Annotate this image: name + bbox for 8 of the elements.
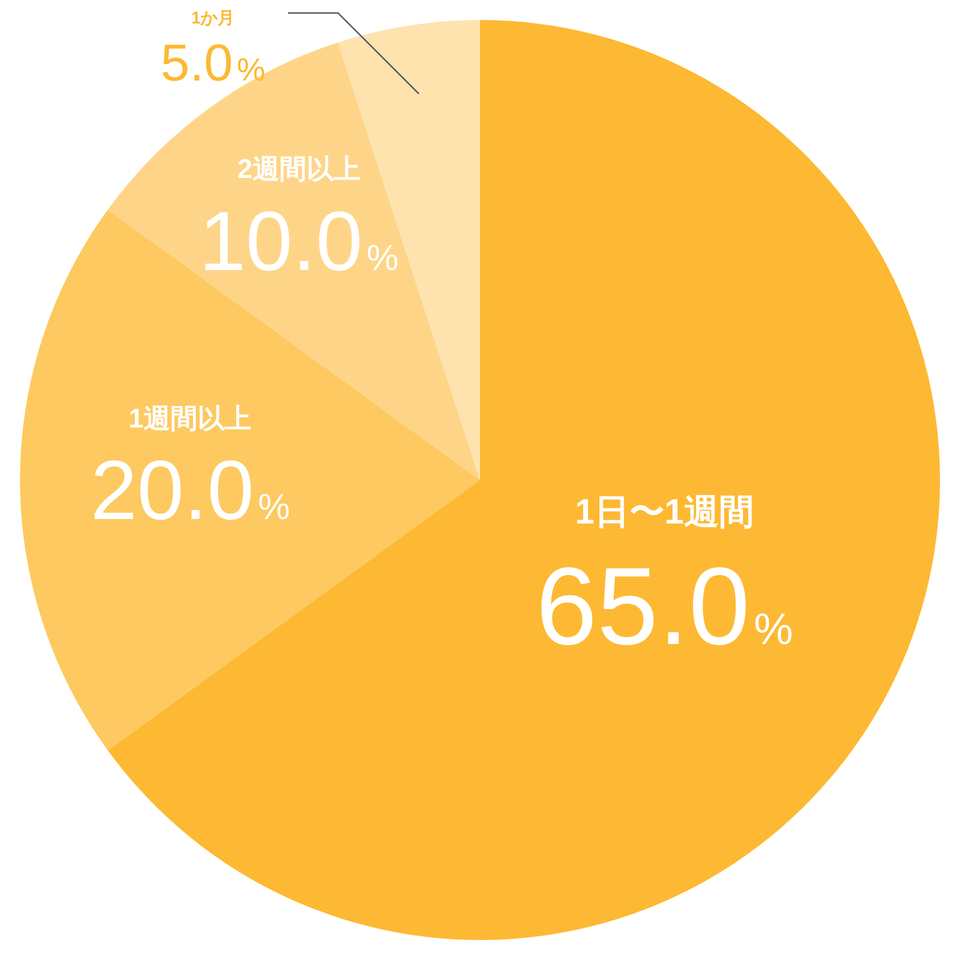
slice-label: 1日〜1週間 — [574, 492, 754, 532]
data-label: 65.0% — [536, 544, 794, 668]
data-label: 5.0% — [160, 34, 266, 92]
data-label: 10.0% — [199, 194, 399, 288]
slice-label: 2週間以上 — [237, 154, 360, 184]
slice-label: 1週間以上 — [128, 403, 252, 434]
data-label: 20.0% — [90, 443, 290, 538]
slice-label: 1か月 — [191, 8, 235, 28]
